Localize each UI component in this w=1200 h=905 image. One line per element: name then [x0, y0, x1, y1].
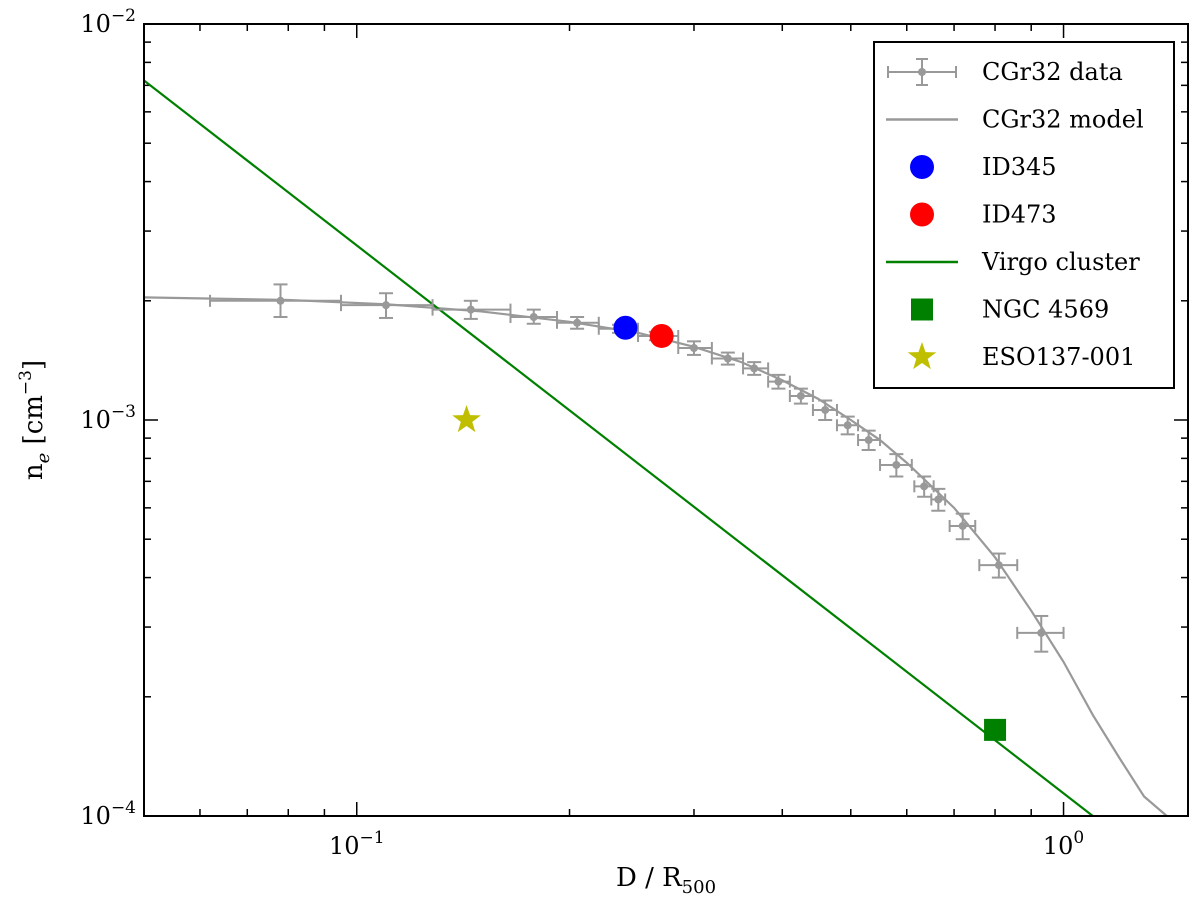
y-axis-title: ne [cm−3] [16, 360, 54, 480]
data-point [796, 391, 805, 400]
data-point [573, 318, 582, 327]
ngc-4569-marker [984, 718, 1007, 741]
legend-entry-cgr32-model: CGr32 model [886, 106, 1144, 134]
legend-label: NGC 4569 [982, 296, 1109, 324]
data-point [843, 421, 852, 430]
x-tick-label: 100 [1043, 828, 1084, 860]
legend-entry-id345: ID345 [910, 153, 1057, 181]
data-point [750, 364, 759, 373]
plot-data [144, 79, 1168, 816]
plot-frame [143, 23, 1189, 817]
data-point [1037, 628, 1046, 637]
errorbar-point [742, 361, 770, 376]
legend-label: ESO137-001 [982, 343, 1135, 371]
errorbar-point [879, 453, 913, 478]
data-point [723, 354, 732, 363]
legend-marker [911, 298, 933, 321]
x-axis-title: D / R500 [616, 863, 716, 898]
virgo-cluster-line [144, 79, 1094, 816]
data-point [276, 296, 285, 305]
errorbar-point [948, 512, 977, 541]
errorbar-point [978, 552, 1019, 579]
errorbar-point [1016, 614, 1065, 653]
legend-label: CGr32 model [982, 106, 1144, 134]
legend-marker [907, 342, 937, 370]
legend-label: ID345 [982, 153, 1057, 181]
data-point [994, 561, 1003, 570]
legend-point [918, 68, 926, 76]
errorbar-point [340, 292, 434, 319]
errorbar-point [677, 340, 713, 356]
errorbar-point [811, 399, 838, 421]
x-tick-label: 10−1 [329, 828, 385, 860]
eso137-001-marker [452, 405, 481, 433]
id473-marker [649, 323, 674, 348]
data-point [934, 495, 943, 504]
data-point [864, 436, 873, 445]
errorbar-point [710, 351, 745, 366]
y-tick-label: 10−4 [80, 798, 136, 830]
legend-label: ID473 [982, 201, 1057, 229]
legend-marker [910, 202, 934, 227]
data-point [529, 313, 538, 322]
data-point [920, 482, 929, 491]
data-point [821, 405, 830, 414]
errorbar-point [930, 487, 947, 512]
errorbar-point [509, 308, 558, 325]
errorbar-point [788, 387, 814, 405]
errorbar-point [431, 299, 512, 320]
data-point [774, 377, 783, 386]
errorbar-point [767, 373, 791, 390]
legend-entry-ngc-4569: NGC 4569 [911, 296, 1109, 324]
legend-marker [910, 155, 934, 179]
y-tick-label: 10−2 [80, 6, 136, 38]
legend-entry-id473: ID473 [910, 201, 1057, 229]
legend-entry-eso137-001: ESO137-001 [907, 342, 1135, 371]
axis-ticks [143, 23, 1188, 817]
legend-label: CGr32 data [982, 58, 1123, 86]
legend-label: Virgo cluster [981, 248, 1140, 276]
legend-handle [887, 58, 957, 86]
legend: CGr32 data CGr32 model ID345 ID473 Virgo clu… [873, 41, 1175, 389]
errorbar-point [913, 475, 935, 498]
id345-marker [613, 315, 638, 340]
data-point [689, 343, 698, 352]
data-point [958, 521, 967, 530]
y-tick-label: 10−3 [80, 402, 136, 434]
errorbar-point [209, 283, 343, 319]
legend-entry-cgr32-data: CGr32 data [887, 58, 1123, 86]
legend-entry-virgo-cluster: Virgo cluster [886, 248, 1140, 276]
data-point [382, 301, 391, 310]
data-point [466, 305, 475, 314]
errorbar-point [857, 429, 882, 451]
data-point [892, 460, 901, 469]
errorbar-point [555, 316, 600, 330]
errorbar-point [835, 415, 860, 436]
